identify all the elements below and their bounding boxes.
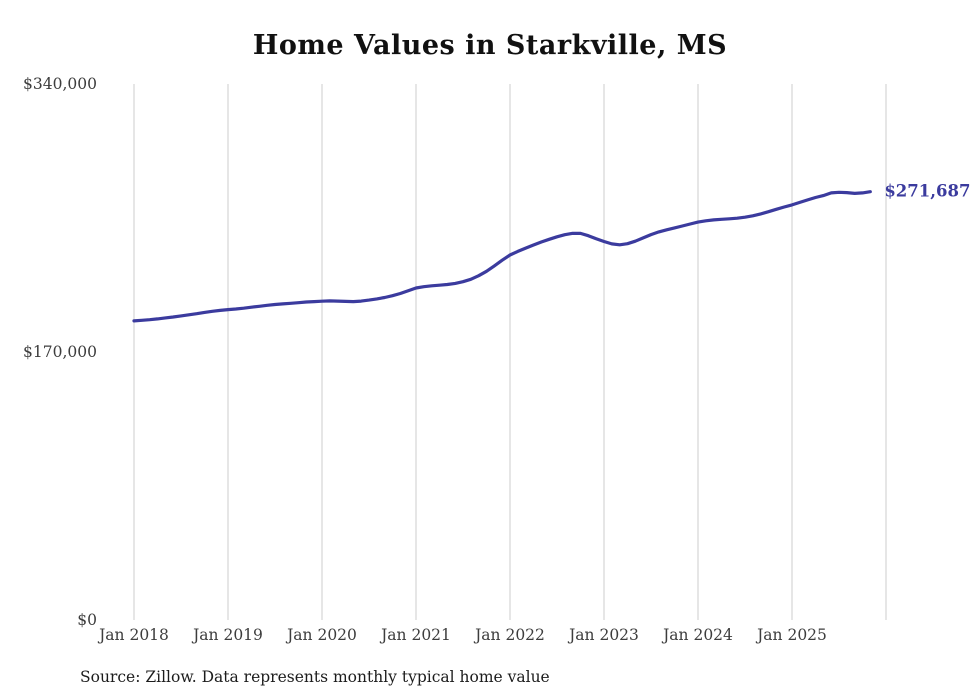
x-tick-label: Jan 2018 [97,626,169,644]
x-tick-label: Jan 2023 [567,626,639,644]
x-tick-label: Jan 2019 [191,626,263,644]
home-value-line [132,190,872,323]
x-tick-label: Jan 2024 [661,626,733,644]
y-tick-label: $170,000 [23,343,97,361]
x-tick-label: Jan 2022 [473,626,545,644]
x-tick-label: Jan 2020 [285,626,357,644]
chart-title: Home Values in Starkville, MS [252,30,728,61]
y-tick-label: $340,000 [23,75,97,93]
x-tick-label: Jan 2021 [379,626,451,644]
source-note: Source: Zillow. Data represents monthly … [80,668,550,686]
x-tick-label: Jan 2025 [755,626,827,644]
y-tick-label: $0 [77,611,97,629]
latest-value-label: $271,687 [884,182,970,201]
